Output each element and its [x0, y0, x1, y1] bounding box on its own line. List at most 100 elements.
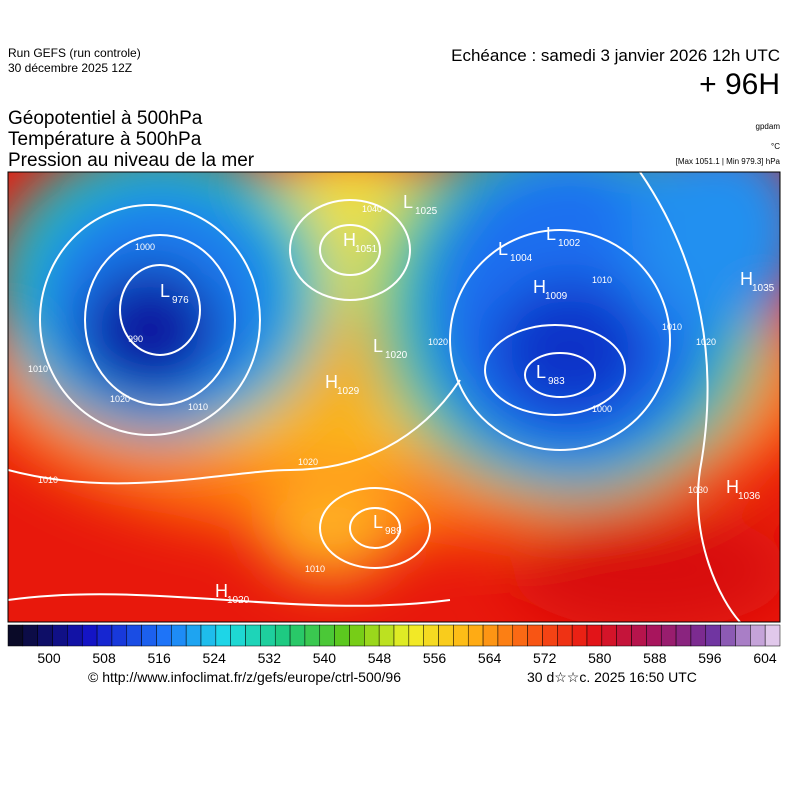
center-value: 1029	[337, 386, 360, 397]
colorbar-swatch	[37, 624, 53, 647]
center-value: 1020	[227, 595, 250, 606]
colorbar-swatch	[274, 624, 291, 647]
colorbar-swatch	[482, 624, 499, 647]
center-value: 1025	[415, 206, 438, 217]
colorbar-swatch	[185, 624, 202, 647]
colorbar-swatch	[200, 624, 217, 647]
title: Géopotentiel à 500hPa	[8, 108, 203, 129]
center-symbol: L	[498, 239, 508, 259]
colorbar-label: 532	[258, 650, 282, 666]
colorbar-swatch	[527, 624, 543, 647]
colorbar-swatch	[497, 624, 514, 647]
colorbar-swatch	[334, 624, 350, 647]
colorbar-swatch	[7, 624, 24, 647]
colorbar-label: 588	[643, 650, 667, 666]
center-value: 983	[548, 376, 565, 387]
center-symbol: L	[403, 192, 413, 212]
colorbar-label: 548	[368, 650, 392, 666]
center-value: 1036	[738, 491, 761, 502]
center-value: 1004	[510, 253, 533, 264]
colorbar-swatch	[453, 624, 469, 647]
colorbar-swatch	[660, 624, 677, 647]
center-value: 1035	[752, 283, 775, 294]
isobar-label: 1020	[298, 457, 318, 467]
isobar-label: 1010	[38, 475, 58, 485]
center-symbol: L	[373, 512, 383, 532]
colorbar-swatch	[304, 624, 321, 647]
colorbar-swatch	[423, 624, 439, 647]
colorbar-label: 564	[478, 650, 502, 666]
colorbar-swatch	[22, 624, 38, 647]
isobar-label: 1000	[135, 242, 155, 252]
colorbar-label: 556	[423, 650, 447, 666]
isobar-label: 1030	[688, 485, 708, 495]
colorbar-swatch	[81, 624, 98, 647]
colorbar-swatch	[364, 624, 380, 647]
colorbar-swatch	[156, 624, 172, 647]
unit: [Max 1051.1 | Min 979.3] hPa	[675, 157, 780, 166]
colorbar-label: 524	[203, 650, 227, 666]
colorbar-swatch	[601, 624, 617, 647]
colorbar-swatch	[616, 624, 632, 647]
center-symbol: L	[536, 362, 546, 382]
generated: 30 d☆☆c. 2025 16:50 UTC	[527, 669, 697, 685]
center-symbol: H	[533, 277, 546, 297]
colorbar-swatch	[735, 624, 751, 647]
colorbar-swatch	[512, 624, 528, 647]
center-value: 989	[385, 526, 402, 537]
isobar-label: 1010	[28, 364, 48, 374]
center-value: 1009	[545, 291, 568, 302]
colorbar-swatch	[230, 624, 246, 647]
colorbar-swatch	[675, 624, 692, 647]
run-date: 30 décembre 2025 12Z	[8, 61, 133, 75]
colorbar-label: 516	[147, 650, 171, 666]
colorbar-swatch	[349, 624, 365, 647]
colorbar-swatch	[586, 624, 603, 647]
source: © http://www.infoclimat.fr/z/gefs/europe…	[88, 669, 402, 685]
colorbar-swatch	[467, 624, 484, 647]
colorbar-label: 596	[698, 650, 722, 666]
center-value: 1020	[385, 350, 408, 361]
isobar-label: 1010	[188, 402, 208, 412]
colorbar-swatch	[171, 624, 187, 647]
isobar-label: 1010	[592, 275, 612, 285]
center-symbol: L	[546, 224, 556, 244]
lead-time: + 96H	[699, 68, 780, 101]
colorbar-swatch	[260, 624, 276, 647]
colorbar-swatch	[571, 624, 588, 647]
valid-time: Echéance : samedi 3 janvier 2026 12h UTC	[451, 46, 780, 65]
center-symbol: H	[343, 230, 356, 250]
colorbar-swatch	[319, 624, 335, 647]
colorbar-swatch	[408, 624, 424, 647]
colorbar-swatch	[438, 624, 454, 647]
isobar-label: 1020	[110, 394, 130, 404]
colorbar-label: 540	[313, 650, 337, 666]
colorbar-swatch	[631, 624, 647, 647]
isobar-label: 1010	[662, 322, 682, 332]
isobar-label: 1000	[592, 404, 612, 414]
colorbar-swatch	[52, 624, 68, 647]
colorbar-swatch	[720, 624, 736, 647]
colorbar-label: 500	[37, 650, 61, 666]
isobar-label: 1040	[362, 204, 382, 214]
center-symbol: H	[740, 269, 753, 289]
center-symbol: H	[215, 581, 228, 601]
center-symbol: L	[160, 281, 170, 301]
unit: gpdam	[755, 122, 780, 131]
colorbar-label: 604	[753, 650, 777, 666]
colorbar-swatch	[705, 624, 721, 647]
colorbar-swatch	[289, 624, 306, 647]
unit: °C	[771, 142, 780, 151]
colorbar-label: 572	[533, 650, 557, 666]
run: Run GEFS (run controle)	[8, 46, 141, 60]
title: Pression au niveau de la mer	[8, 150, 255, 171]
colorbar-swatch	[96, 624, 113, 647]
field	[8, 172, 780, 622]
center-value: 1051	[355, 244, 378, 255]
isobar-label: 1020	[696, 337, 716, 347]
center-symbol: L	[373, 336, 383, 356]
colorbar-swatch	[141, 624, 157, 647]
colorbar-swatch	[646, 624, 662, 647]
